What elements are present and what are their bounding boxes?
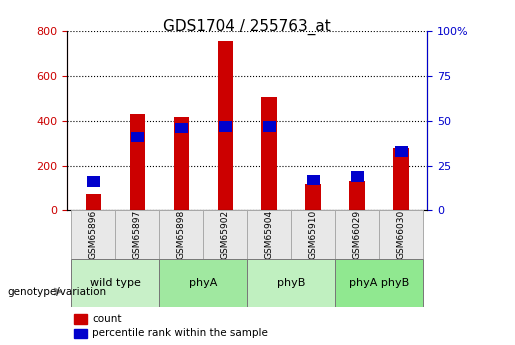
Bar — [159, 210, 203, 259]
Bar — [247, 210, 291, 259]
Bar — [247, 259, 335, 307]
Text: GSM66029: GSM66029 — [353, 210, 362, 259]
Bar — [74, 328, 87, 338]
Bar — [262, 97, 277, 210]
Bar — [394, 146, 407, 157]
Text: GSM65902: GSM65902 — [221, 210, 230, 259]
Text: phyA phyB: phyA phyB — [349, 278, 409, 288]
Bar — [335, 210, 379, 259]
Text: percentile rank within the sample: percentile rank within the sample — [92, 328, 268, 338]
Text: count: count — [92, 314, 122, 324]
Bar — [379, 210, 423, 259]
Bar — [72, 259, 159, 307]
Text: genotype/variation: genotype/variation — [8, 287, 107, 296]
Bar — [291, 210, 335, 259]
Bar — [130, 114, 145, 210]
Text: wild type: wild type — [90, 278, 141, 288]
Bar — [217, 41, 233, 210]
Text: GSM65896: GSM65896 — [89, 210, 98, 259]
Bar — [175, 122, 188, 133]
Bar — [349, 181, 365, 210]
Text: GSM65898: GSM65898 — [177, 210, 186, 259]
Bar — [74, 314, 87, 324]
Text: phyB: phyB — [277, 278, 305, 288]
Bar — [72, 210, 115, 259]
Text: phyA: phyA — [189, 278, 217, 288]
Bar — [87, 176, 100, 187]
Text: GSM65897: GSM65897 — [133, 210, 142, 259]
Bar — [159, 259, 247, 307]
Bar — [219, 121, 232, 131]
Text: GSM65910: GSM65910 — [308, 210, 318, 259]
Text: GSM65904: GSM65904 — [265, 210, 273, 259]
Bar — [306, 175, 320, 185]
Bar — [335, 259, 423, 307]
Bar — [115, 210, 159, 259]
Bar — [351, 171, 364, 182]
Bar — [393, 148, 409, 210]
Bar — [203, 210, 247, 259]
Bar — [305, 184, 321, 210]
Bar — [174, 117, 189, 210]
Bar — [85, 194, 101, 210]
Text: GSM66030: GSM66030 — [397, 210, 406, 259]
Text: GDS1704 / 255763_at: GDS1704 / 255763_at — [163, 19, 331, 35]
Bar — [263, 121, 276, 131]
Bar — [131, 131, 144, 142]
